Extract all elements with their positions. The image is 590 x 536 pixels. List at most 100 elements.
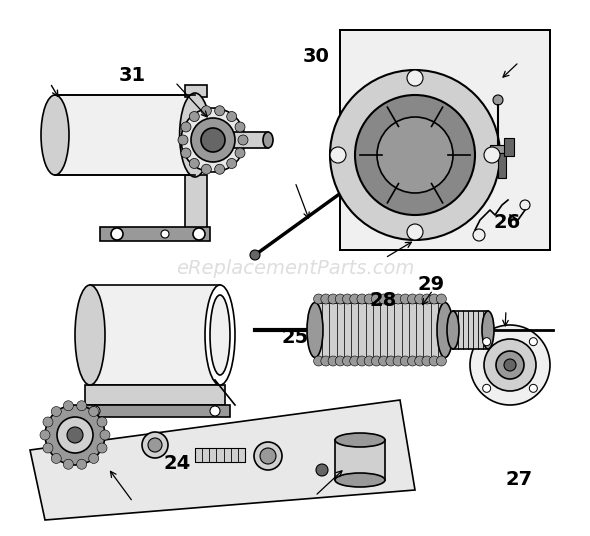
Circle shape bbox=[371, 294, 381, 304]
Circle shape bbox=[429, 294, 439, 304]
Circle shape bbox=[321, 356, 331, 366]
Ellipse shape bbox=[41, 95, 69, 175]
Circle shape bbox=[45, 405, 105, 465]
Circle shape bbox=[393, 356, 403, 366]
Circle shape bbox=[148, 438, 162, 452]
Circle shape bbox=[328, 356, 338, 366]
Circle shape bbox=[97, 443, 107, 453]
Bar bbox=[185, 85, 207, 97]
Text: 24: 24 bbox=[163, 454, 191, 473]
Circle shape bbox=[529, 384, 537, 392]
Circle shape bbox=[40, 430, 50, 440]
Circle shape bbox=[328, 294, 338, 304]
Bar bbox=[498, 153, 506, 178]
Circle shape bbox=[357, 356, 367, 366]
Circle shape bbox=[504, 359, 516, 371]
Circle shape bbox=[483, 338, 491, 346]
Bar bbox=[100, 227, 210, 241]
Circle shape bbox=[437, 294, 447, 304]
Ellipse shape bbox=[335, 433, 385, 447]
Circle shape bbox=[142, 432, 168, 458]
Circle shape bbox=[408, 294, 418, 304]
Circle shape bbox=[386, 294, 396, 304]
Ellipse shape bbox=[307, 302, 323, 358]
Bar bbox=[55, 95, 195, 175]
Circle shape bbox=[51, 453, 61, 464]
Bar bbox=[335, 440, 385, 480]
Circle shape bbox=[379, 294, 389, 304]
Circle shape bbox=[90, 406, 100, 416]
Circle shape bbox=[43, 443, 53, 453]
Circle shape bbox=[181, 122, 191, 132]
Ellipse shape bbox=[447, 311, 459, 349]
Circle shape bbox=[189, 111, 199, 122]
Circle shape bbox=[227, 159, 237, 168]
Circle shape bbox=[357, 294, 367, 304]
Circle shape bbox=[343, 356, 352, 366]
Circle shape bbox=[238, 135, 248, 145]
Circle shape bbox=[484, 147, 500, 163]
Bar bbox=[340, 30, 550, 250]
Circle shape bbox=[314, 294, 323, 304]
Text: eReplacementParts.com: eReplacementParts.com bbox=[176, 258, 414, 278]
Circle shape bbox=[67, 427, 83, 443]
Circle shape bbox=[51, 406, 61, 416]
Circle shape bbox=[429, 356, 439, 366]
Circle shape bbox=[330, 147, 346, 163]
Text: 28: 28 bbox=[370, 291, 397, 310]
Circle shape bbox=[201, 128, 225, 152]
Ellipse shape bbox=[75, 285, 105, 385]
Circle shape bbox=[191, 118, 235, 162]
Bar bbox=[504, 138, 514, 156]
Ellipse shape bbox=[263, 132, 273, 148]
Circle shape bbox=[371, 356, 381, 366]
Circle shape bbox=[393, 294, 403, 304]
Circle shape bbox=[88, 406, 99, 416]
Circle shape bbox=[422, 294, 432, 304]
Circle shape bbox=[88, 453, 99, 464]
Circle shape bbox=[386, 356, 396, 366]
Circle shape bbox=[201, 106, 211, 116]
Circle shape bbox=[377, 117, 453, 193]
Ellipse shape bbox=[437, 302, 453, 358]
Circle shape bbox=[493, 95, 503, 105]
Bar bbox=[233, 132, 268, 148]
Circle shape bbox=[400, 294, 410, 304]
Circle shape bbox=[321, 294, 331, 304]
Circle shape bbox=[235, 148, 245, 158]
Circle shape bbox=[350, 356, 360, 366]
Bar bbox=[453, 311, 488, 349]
Circle shape bbox=[43, 417, 53, 427]
Bar bbox=[90, 285, 220, 385]
Circle shape bbox=[97, 417, 107, 427]
Circle shape bbox=[379, 356, 389, 366]
Text: 29: 29 bbox=[417, 274, 444, 294]
Circle shape bbox=[343, 294, 352, 304]
Ellipse shape bbox=[205, 285, 235, 385]
Circle shape bbox=[400, 356, 410, 366]
Circle shape bbox=[350, 294, 360, 304]
Bar bbox=[85, 385, 225, 405]
Circle shape bbox=[355, 95, 475, 215]
Circle shape bbox=[178, 135, 188, 145]
Circle shape bbox=[407, 70, 423, 86]
Circle shape bbox=[260, 448, 276, 464]
Circle shape bbox=[111, 228, 123, 240]
Circle shape bbox=[415, 356, 425, 366]
Circle shape bbox=[316, 464, 328, 476]
Text: 25: 25 bbox=[281, 328, 309, 347]
Text: 26: 26 bbox=[494, 213, 521, 232]
Circle shape bbox=[408, 356, 418, 366]
Bar bbox=[80, 405, 230, 417]
Circle shape bbox=[483, 384, 491, 392]
Circle shape bbox=[201, 164, 211, 174]
Circle shape bbox=[422, 356, 432, 366]
Bar bbox=[185, 175, 207, 235]
Circle shape bbox=[63, 401, 73, 411]
Ellipse shape bbox=[210, 295, 230, 375]
Circle shape bbox=[193, 228, 205, 240]
Circle shape bbox=[77, 459, 87, 469]
Circle shape bbox=[330, 70, 500, 240]
Bar bbox=[195, 448, 245, 462]
Circle shape bbox=[215, 164, 225, 174]
